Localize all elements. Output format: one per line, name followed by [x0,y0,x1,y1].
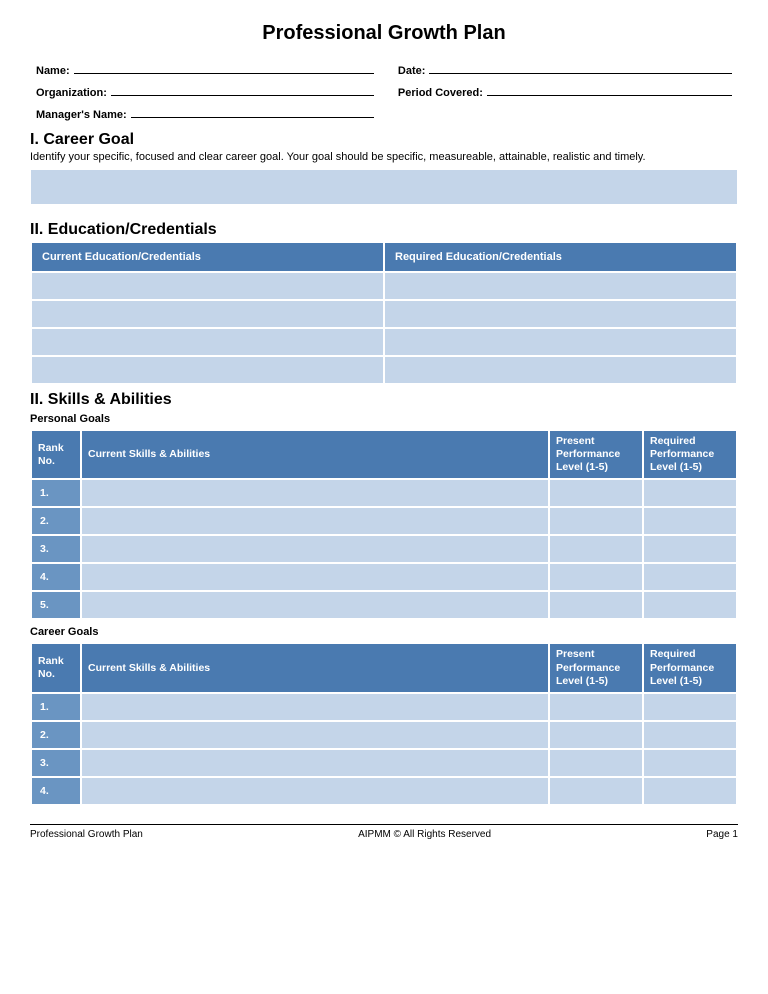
field-organization[interactable]: Organization: [36,85,398,99]
page-footer: Professional Growth Plan AIPMM © All Rig… [30,824,738,840]
col-skills: Current Skills & Abilities [82,644,548,691]
table-cell[interactable] [644,592,736,618]
table-row [32,301,736,327]
table-cell[interactable] [82,536,548,562]
col-rank: Rank No. [32,644,80,691]
field-name[interactable]: Name: [36,63,398,77]
table-cell[interactable] [644,480,736,506]
org-label: Organization: [36,87,107,99]
table-cell[interactable] [550,564,642,590]
career-goals-table: Rank No. Current Skills & Abilities Pres… [30,642,738,805]
manager-line [131,107,374,118]
table-cell[interactable] [385,301,736,327]
personal-goals-subhead: Personal Goals [30,413,738,425]
table-cell[interactable] [644,694,736,720]
table-cell[interactable] [550,592,642,618]
col-required: Required Performance Level (1-5) [644,431,736,478]
table-cell[interactable] [32,301,383,327]
table-row: 1. [32,480,736,506]
table-cell[interactable] [550,694,642,720]
table-cell[interactable] [644,750,736,776]
field-period[interactable]: Period Covered: [398,85,732,99]
rank-cell: 3. [32,750,80,776]
table-row [32,273,736,299]
rank-cell: 4. [32,778,80,804]
table-row: 2. [32,508,736,534]
table-cell[interactable] [82,778,548,804]
footer-right: Page 1 [706,829,738,840]
field-manager[interactable]: Manager's Name: [36,107,398,121]
date-label: Date: [398,65,426,77]
table-row: 4. [32,778,736,804]
section-career-goal-desc: Identify your specific, focused and clea… [30,151,738,163]
personal-goals-table: Rank No. Current Skills & Abilities Pres… [30,429,738,620]
section-career-goal-heading: I. Career Goal [30,131,738,149]
period-line [487,85,732,96]
rank-cell: 1. [32,694,80,720]
section-skills-heading: II. Skills & Abilities [30,391,738,409]
table-row [32,357,736,383]
table-cell[interactable] [82,564,548,590]
table-row: 3. [32,536,736,562]
footer-center: AIPMM © All Rights Reserved [358,829,491,840]
org-line [111,85,374,96]
table-cell[interactable] [385,329,736,355]
table-cell[interactable] [385,273,736,299]
education-table: Current Education/Credentials Required E… [30,241,738,385]
career-goals-subhead: Career Goals [30,626,738,638]
table-cell[interactable] [550,536,642,562]
meta-fields: Name: Date: Organization: Period Covered… [30,63,738,121]
table-cell[interactable] [82,480,548,506]
table-cell[interactable] [32,329,383,355]
table-cell[interactable] [550,722,642,748]
manager-label: Manager's Name: [36,109,127,121]
name-line [74,63,374,74]
col-present: Present Performance Level (1-5) [550,644,642,691]
table-row: 2. [32,722,736,748]
table-cell[interactable] [644,508,736,534]
document-title: Professional Growth Plan [30,22,738,45]
table-row: 1. [32,694,736,720]
table-cell[interactable] [385,357,736,383]
rank-cell: 1. [32,480,80,506]
table-row: 3. [32,750,736,776]
table-cell[interactable] [644,778,736,804]
rank-cell: 5. [32,592,80,618]
table-cell[interactable] [550,480,642,506]
table-cell[interactable] [550,778,642,804]
table-row [32,329,736,355]
rank-cell: 2. [32,508,80,534]
table-cell[interactable] [550,750,642,776]
career-goal-input-box[interactable] [30,169,738,205]
table-cell[interactable] [644,564,736,590]
section-education-heading: II. Education/Credentials [30,221,738,239]
footer-left: Professional Growth Plan [30,829,143,840]
name-label: Name: [36,65,70,77]
table-cell[interactable] [82,508,548,534]
date-line [429,63,732,74]
period-label: Period Covered: [398,87,483,99]
col-skills: Current Skills & Abilities [82,431,548,478]
table-row: 4. [32,564,736,590]
edu-col-current: Current Education/Credentials [32,243,383,271]
rank-cell: 2. [32,722,80,748]
table-cell[interactable] [82,592,548,618]
col-present: Present Performance Level (1-5) [550,431,642,478]
table-cell[interactable] [32,357,383,383]
edu-col-required: Required Education/Credentials [385,243,736,271]
table-cell[interactable] [32,273,383,299]
rank-cell: 3. [32,536,80,562]
table-row: 5. [32,592,736,618]
table-cell[interactable] [82,750,548,776]
field-date[interactable]: Date: [398,63,732,77]
table-cell[interactable] [644,536,736,562]
table-cell[interactable] [644,722,736,748]
table-cell[interactable] [82,722,548,748]
table-cell[interactable] [82,694,548,720]
col-rank: Rank No. [32,431,80,478]
table-cell[interactable] [550,508,642,534]
rank-cell: 4. [32,564,80,590]
col-required: Required Performance Level (1-5) [644,644,736,691]
